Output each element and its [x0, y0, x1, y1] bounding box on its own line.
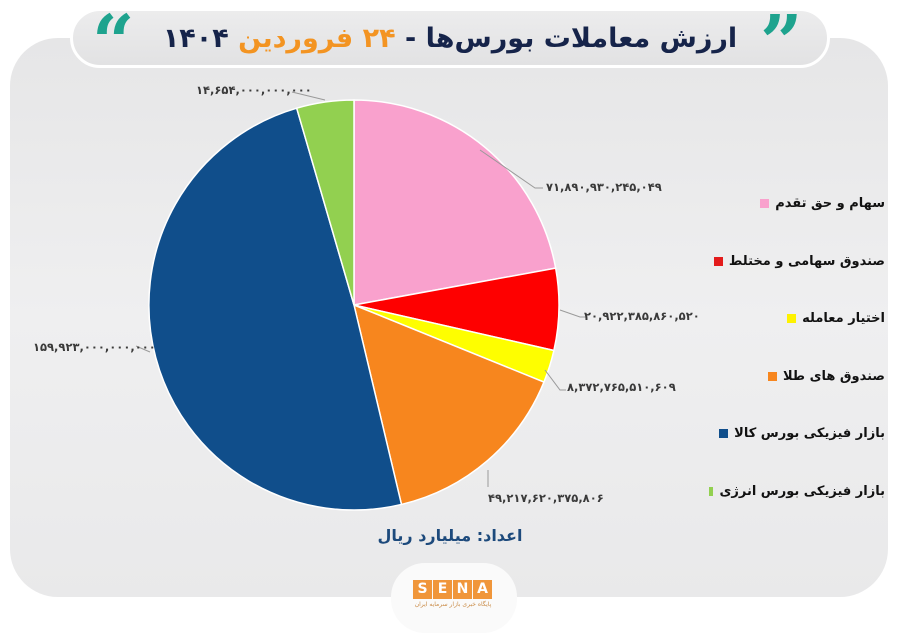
slice-stocks — [353, 99, 557, 306]
legend-item-equity-funds: صندوق سهامی و مختلط — [705, 233, 885, 291]
legend-swatch — [709, 486, 714, 496]
leader-line-green — [291, 91, 326, 101]
title-main: ارزش معاملات بورس‌ها - — [405, 22, 738, 54]
legend-label: بازار فیزیکی بورس کالا — [734, 426, 885, 442]
leader-line-yellow — [544, 369, 566, 391]
slice-energy — [295, 99, 355, 306]
legend-item-stocks: سهام و حق تقدم — [705, 175, 885, 233]
value-label-equity-funds: ۲۰,۹۲۲,۳۸۵,۸۶۰,۵۲۰ — [584, 309, 700, 323]
title-day: ۲۴ فروردین — [238, 22, 396, 54]
logo-letter: S — [413, 580, 432, 599]
units-note: اعداد: میلیارد ریال — [377, 526, 523, 545]
value-label-energy: ۱۴,۶۵۴,۰۰۰,۰۰۰,۰۰۰ — [196, 83, 312, 97]
legend-item-options: اختیار معامله — [705, 290, 885, 348]
chart-legend: سهام و حق تقدم صندوق سهامی و مختلط اختیا… — [705, 175, 885, 520]
legend-item-gold-funds: صندوق های طلا — [705, 348, 885, 406]
slice-commodity — [148, 107, 403, 511]
logo-letter: N — [453, 580, 472, 599]
page-title: ارزش معاملات بورس‌ها - ۲۴ فروردین ۱۴۰۴ — [163, 23, 737, 54]
sena-logo: S E N A — [413, 580, 493, 599]
legend-label: صندوق سهامی و مختلط — [728, 253, 885, 269]
legend-item-energy: بازار فیزیکی بورس انرژی — [705, 463, 885, 521]
value-label-commodity: ۱۵۹,۹۲۳,۰۰۰,۰۰۰,۰۰۰ — [33, 340, 156, 354]
legend-swatch — [713, 256, 723, 266]
quote-open-icon: “ — [92, 0, 135, 86]
legend-item-commodity: بازار فیزیکی بورس کالا — [705, 405, 885, 463]
leader-lines — [135, 91, 586, 487]
logo-subtitle: پایگاه خبری بازار سرمایه ایران — [414, 601, 492, 608]
legend-label: صندوق های طلا — [782, 368, 885, 384]
value-label-stocks: ۷۱,۸۹۰,۹۳۰,۲۴۵,۰۴۹ — [546, 180, 662, 194]
legend-label: اختیار معامله — [802, 311, 885, 327]
logo-letter: E — [433, 580, 452, 599]
legend-swatch — [767, 371, 777, 381]
leader-line-pink — [479, 149, 543, 189]
legend-swatch — [719, 429, 729, 439]
leader-line-red — [559, 309, 586, 318]
quote-close-icon: ” — [760, 0, 803, 86]
leader-line-blue — [135, 345, 151, 353]
legend-label: سهام و حق تقدم — [775, 196, 885, 212]
title-banner: ارزش معاملات بورس‌ها - ۲۴ فروردین ۱۴۰۴ — [70, 8, 830, 68]
value-label-options: ۸,۳۷۲,۷۶۵,۵۱۰,۶۰۹ — [567, 380, 676, 394]
legend-label: بازار فیزیکی بورس انرژی — [719, 483, 885, 499]
legend-swatch — [787, 314, 797, 324]
logo-letter: A — [473, 580, 492, 599]
title-year: ۱۴۰۴ — [162, 22, 229, 54]
legend-swatch — [760, 199, 770, 209]
pie-slices — [148, 99, 560, 511]
value-label-gold-funds: ۴۹,۲۱۷,۶۲۰,۳۷۵,۸۰۶ — [488, 491, 604, 505]
slice-gold-funds — [352, 303, 545, 506]
